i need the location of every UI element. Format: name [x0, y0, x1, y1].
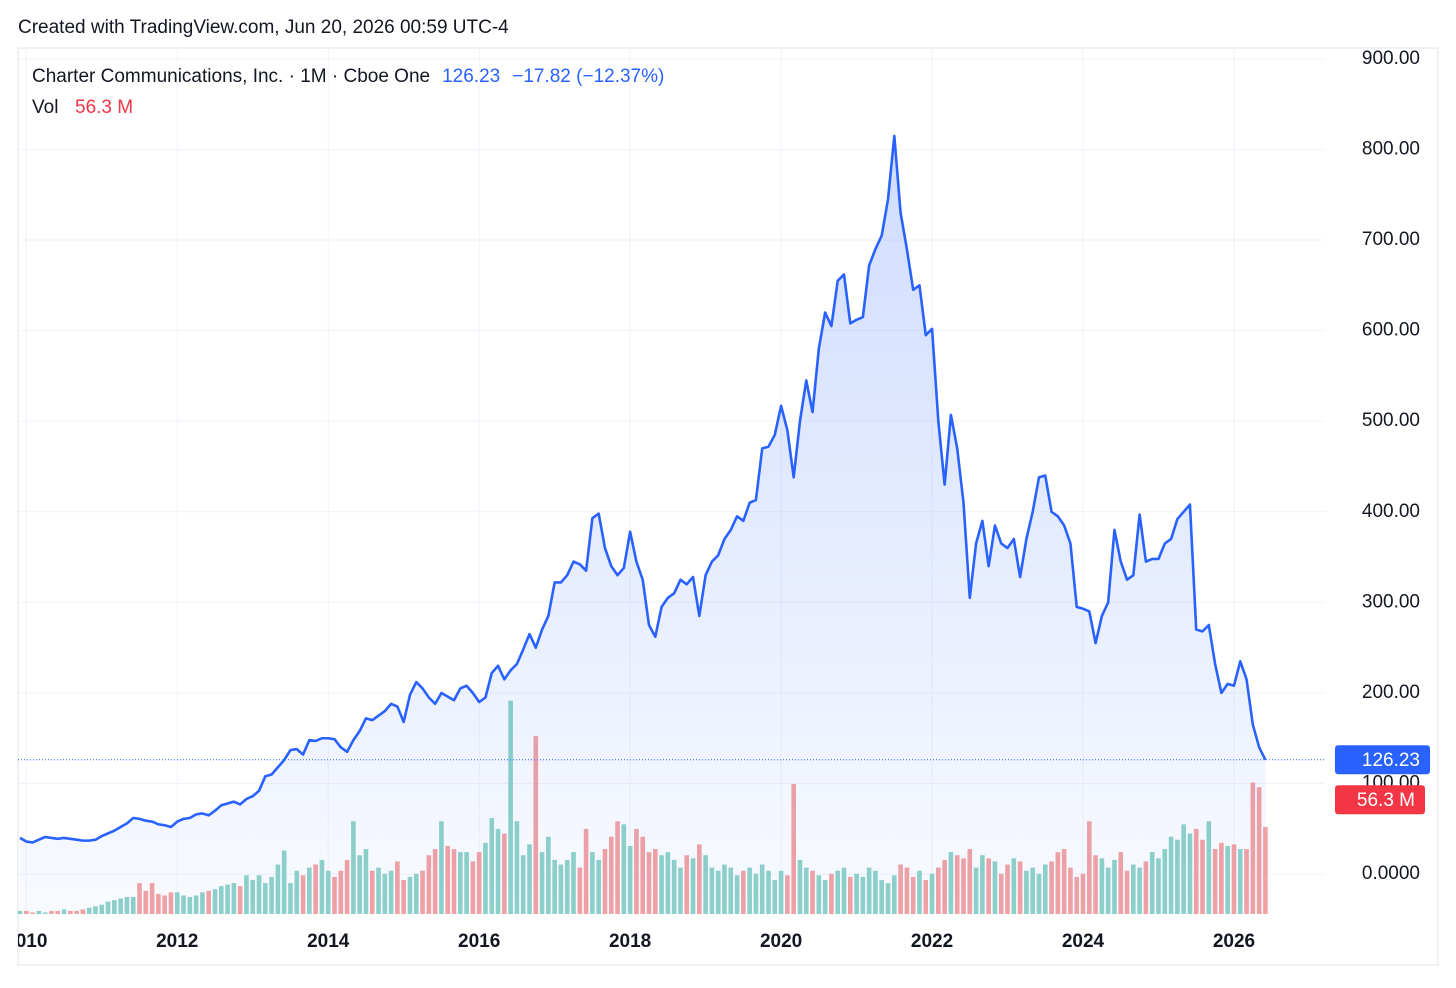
y-tick-label: 500.00 [1362, 410, 1420, 431]
x-tick-label: 2022 [911, 931, 953, 952]
frame [17, 47, 1439, 966]
y-tick-label: 0.0000 [1362, 863, 1420, 884]
x-tick-label: 2012 [156, 931, 198, 952]
y-tick-label: 900.00 [1362, 48, 1420, 69]
y-tick-label: 200.00 [1362, 682, 1420, 703]
x-tick-label: 2020 [760, 931, 802, 952]
y-tick-label: 700.00 [1362, 229, 1420, 250]
volume-label: 56.3 M [1357, 790, 1415, 811]
x-tick-label: 2026 [1213, 931, 1255, 952]
x-tick-label: 2024 [1062, 931, 1105, 952]
legend: Charter Communications, Inc. · 1M · Cboe… [32, 66, 664, 118]
last-price-label: 126.23 [1362, 750, 1420, 771]
price-change: −17.82 (−12.37%) [512, 66, 664, 87]
last-price-badge [1335, 745, 1430, 775]
y-tick-label: 800.00 [1362, 138, 1420, 159]
x-tick-label: 2016 [458, 931, 500, 952]
y-tick-label: 600.00 [1362, 320, 1420, 341]
y-tick-label: 300.00 [1362, 591, 1420, 612]
plot: 2010 2012 2014 2016 2018 2020 2022 2024 2026 0.00… [5, 48, 1430, 952]
volume-name: Vol [32, 97, 58, 118]
price-line [19, 134, 1267, 844]
volume-value: 56.3 M [75, 97, 133, 118]
x-tick-label: 2010 [5, 931, 47, 952]
y-tick-label: 400.00 [1362, 501, 1420, 522]
last-price: 126.23 [442, 66, 500, 87]
symbol: Charter Communications, Inc. · 1M · Cboe… [32, 66, 430, 87]
volume-badge [1335, 785, 1425, 815]
x-tick-label: 2014 [307, 931, 350, 952]
caption: Created with TradingView.com, Jun 20, 20… [18, 17, 509, 38]
x-tick-label: 2018 [609, 931, 651, 952]
x-axis: 2010 2012 2014 2016 2018 2020 2022 2024 2026 [5, 931, 1255, 952]
price-area [20, 135, 1266, 914]
